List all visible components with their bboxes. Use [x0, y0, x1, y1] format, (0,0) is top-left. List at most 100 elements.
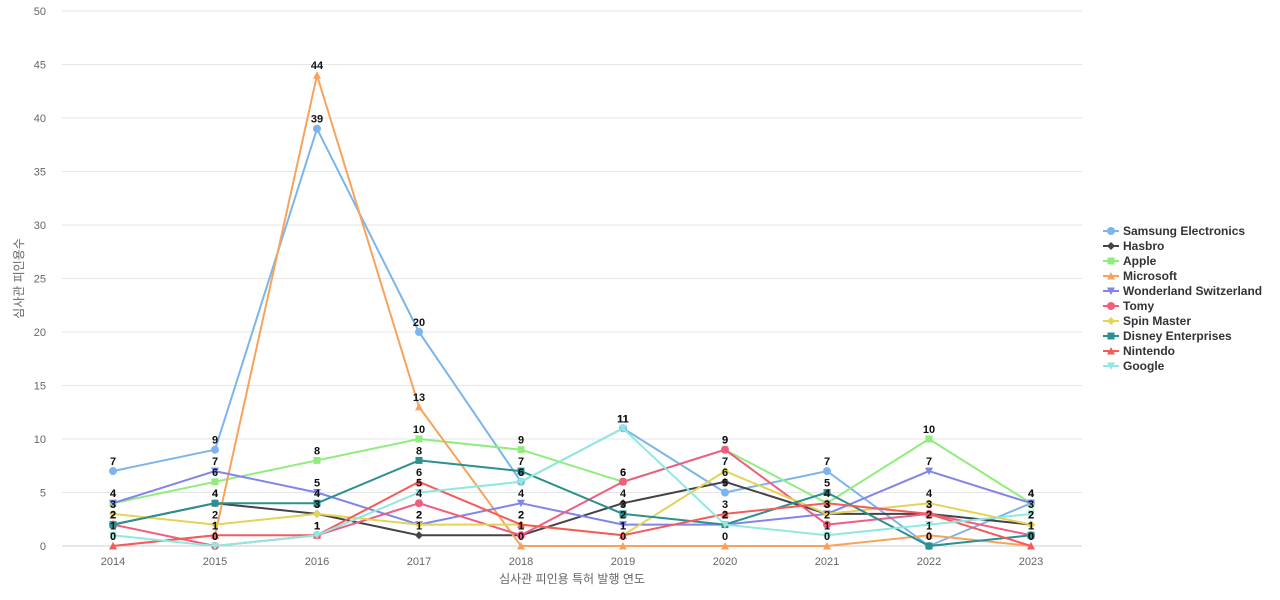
series-line[interactable]	[112, 448, 1032, 547]
series-line[interactable]	[112, 74, 1032, 547]
data-point[interactable]	[517, 478, 525, 486]
data-point[interactable]	[415, 499, 423, 508]
data-point[interactable]	[721, 521, 729, 529]
data-point[interactable]	[925, 542, 933, 550]
data-point[interactable]	[211, 499, 219, 507]
series-line[interactable]	[112, 127, 1032, 547]
data-point[interactable]	[1027, 542, 1035, 550]
data-point[interactable]	[619, 531, 627, 539]
data-point[interactable]	[619, 542, 627, 550]
data-point[interactable]	[721, 477, 729, 486]
data-point[interactable]	[415, 489, 423, 497]
legend-marker[interactable]	[1107, 317, 1115, 325]
legend-item[interactable]: Wonderland Switzerland	[1103, 284, 1262, 298]
data-point[interactable]	[109, 542, 117, 550]
data-point[interactable]	[313, 456, 321, 464]
data-point[interactable]	[619, 510, 627, 518]
data-point[interactable]	[823, 467, 831, 476]
data-point[interactable]	[925, 499, 933, 508]
data-point[interactable]	[721, 467, 729, 476]
legend-item[interactable]: Microsoft	[1103, 269, 1177, 283]
data-point[interactable]	[1027, 531, 1035, 539]
legend-item[interactable]: Apple	[1103, 254, 1157, 268]
data-point[interactable]	[313, 531, 321, 540]
data-label: 4	[1028, 488, 1035, 500]
data-point[interactable]	[109, 509, 117, 518]
data-point[interactable]	[415, 435, 423, 443]
data-point[interactable]	[211, 520, 219, 529]
data-point[interactable]	[823, 520, 831, 529]
data-point[interactable]	[619, 424, 627, 433]
data-point[interactable]	[925, 521, 933, 529]
data-point[interactable]	[313, 499, 321, 507]
data-point[interactable]	[517, 542, 525, 550]
data-point[interactable]	[925, 531, 933, 539]
legend-marker[interactable]	[1107, 362, 1115, 371]
series-line[interactable]	[112, 470, 1032, 526]
data-point[interactable]	[211, 542, 219, 551]
data-point[interactable]	[619, 521, 627, 529]
data-point[interactable]	[109, 467, 117, 476]
data-point[interactable]	[721, 445, 729, 454]
data-point[interactable]	[1027, 499, 1035, 508]
data-point[interactable]	[415, 328, 423, 336]
data-point[interactable]	[619, 499, 627, 508]
data-point[interactable]	[721, 509, 729, 518]
data-point[interactable]	[925, 509, 933, 518]
data-point[interactable]	[211, 478, 219, 486]
data-point[interactable]	[313, 509, 321, 518]
data-point[interactable]	[415, 477, 423, 486]
data-point[interactable]	[109, 531, 117, 540]
legend-marker[interactable]	[1107, 347, 1115, 355]
legend-marker[interactable]	[1107, 227, 1115, 235]
data-point[interactable]	[313, 71, 321, 79]
legend-item[interactable]: Google	[1103, 359, 1165, 373]
legend-item[interactable]: Hasbro	[1103, 239, 1164, 253]
legend-marker[interactable]	[1107, 302, 1115, 310]
legend-marker[interactable]	[1107, 332, 1115, 340]
legend-marker[interactable]	[1107, 272, 1115, 280]
data-point[interactable]	[619, 477, 627, 486]
data-point[interactable]	[721, 488, 729, 497]
data-point[interactable]	[925, 435, 933, 443]
data-point[interactable]	[1027, 520, 1035, 529]
legend-marker[interactable]	[1107, 242, 1115, 250]
data-point[interactable]	[211, 467, 219, 476]
data-point[interactable]	[211, 531, 219, 539]
series-line[interactable]	[112, 480, 1032, 547]
legend[interactable]: Samsung ElectronicsHasbroAppleMicrosoftW…	[1103, 224, 1262, 373]
data-point[interactable]	[517, 520, 525, 529]
data-point[interactable]	[823, 542, 831, 550]
legend-item[interactable]: Samsung Electronics	[1103, 224, 1245, 238]
legend-marker[interactable]	[1107, 287, 1115, 296]
series-line[interactable]	[112, 459, 1032, 547]
legend-item[interactable]: Disney Enterprises	[1103, 329, 1232, 343]
data-point[interactable]	[925, 467, 933, 476]
legend-item[interactable]: Spin Master	[1103, 314, 1191, 328]
data-point[interactable]	[415, 402, 423, 411]
data-point[interactable]	[313, 124, 321, 133]
data-point[interactable]	[823, 489, 831, 496]
data-point[interactable]	[415, 456, 423, 464]
data-point[interactable]	[415, 531, 423, 540]
series-line[interactable]	[112, 427, 1032, 547]
data-point[interactable]	[823, 499, 831, 507]
data-point[interactable]	[517, 446, 525, 454]
data-point[interactable]	[1027, 510, 1035, 518]
legend-marker[interactable]	[1107, 257, 1115, 265]
legend-item[interactable]: Tomy	[1103, 299, 1154, 313]
data-point[interactable]	[211, 445, 219, 454]
data-point[interactable]	[415, 520, 423, 529]
legend-item[interactable]: Nintendo	[1103, 344, 1175, 358]
data-point[interactable]	[517, 467, 525, 475]
data-point[interactable]	[109, 521, 117, 529]
data-point[interactable]	[823, 509, 831, 518]
data-point[interactable]	[313, 489, 321, 497]
data-point[interactable]	[109, 499, 117, 508]
data-point[interactable]	[517, 499, 525, 508]
series-line[interactable]	[112, 480, 1032, 537]
data-point[interactable]	[823, 531, 831, 540]
data-point[interactable]	[517, 531, 525, 540]
series-line[interactable]	[112, 438, 1032, 505]
data-point[interactable]	[721, 542, 729, 550]
